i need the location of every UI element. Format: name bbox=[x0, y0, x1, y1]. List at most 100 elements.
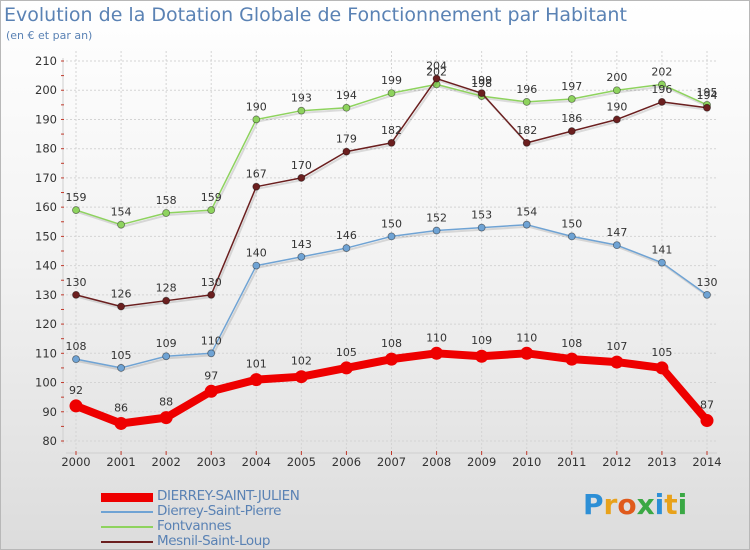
proxiti-logo: Proxiti bbox=[583, 488, 687, 521]
y-tick-label: 130 bbox=[35, 288, 57, 302]
data-label: 128 bbox=[156, 282, 177, 295]
data-point bbox=[658, 80, 666, 89]
data-point bbox=[522, 98, 531, 106]
data-label: 200 bbox=[606, 71, 627, 84]
data-point bbox=[117, 220, 125, 229]
data-label: 110 bbox=[426, 331, 447, 344]
data-label: 186 bbox=[561, 112, 582, 125]
data-label: 195 bbox=[697, 86, 718, 99]
data-point bbox=[567, 232, 576, 241]
data-point bbox=[522, 220, 531, 229]
data-point bbox=[387, 138, 396, 147]
chart-title: Evolution de la Dotation Globale de Fonc… bbox=[4, 4, 627, 26]
data-point bbox=[520, 346, 534, 360]
chart-subtitle: (en € et par an) bbox=[6, 29, 93, 42]
x-tick-label: 2008 bbox=[422, 455, 451, 469]
data-label: 154 bbox=[516, 206, 537, 219]
legend-label: DIERREY-SAINT-JULIEN bbox=[157, 488, 300, 504]
data-label: 143 bbox=[291, 238, 312, 251]
data-point bbox=[703, 103, 711, 112]
data-point bbox=[72, 206, 80, 214]
logo-letter: i bbox=[677, 488, 688, 521]
y-axis: 80 90 100 110 120 130 140 150 160 170 180 190 200 210 bbox=[35, 54, 64, 448]
data-label: 110 bbox=[201, 334, 222, 347]
data-point bbox=[252, 115, 261, 124]
data-label: 152 bbox=[426, 212, 447, 225]
legend-swatch bbox=[101, 493, 153, 502]
data-labels: 159 154 158 159 190 193 194 199 202 198 196 197 200 2… bbox=[66, 60, 718, 415]
data-label: 194 bbox=[697, 89, 718, 102]
y-tick-label: 120 bbox=[35, 317, 57, 331]
data-label: 190 bbox=[606, 100, 627, 113]
data-point bbox=[297, 106, 306, 115]
data-label: 182 bbox=[381, 124, 402, 137]
data-label: 92 bbox=[69, 384, 83, 397]
logo-letter: r bbox=[603, 488, 618, 521]
data-label: 141 bbox=[651, 244, 672, 257]
y-tick-label: 210 bbox=[35, 54, 57, 68]
data-point bbox=[610, 355, 624, 369]
data-point bbox=[117, 302, 125, 311]
data-label: 170 bbox=[291, 159, 312, 172]
x-tick-label: 2004 bbox=[242, 455, 271, 469]
data-label: 105 bbox=[111, 349, 132, 362]
logo-letter: i bbox=[654, 488, 665, 521]
x-tick-label: 2002 bbox=[152, 455, 181, 469]
data-point bbox=[655, 361, 669, 375]
x-tick-label: 2005 bbox=[287, 455, 316, 469]
data-label: 107 bbox=[606, 340, 627, 353]
data-label: 109 bbox=[156, 337, 177, 350]
logo-letter: x bbox=[636, 488, 655, 521]
data-label: 202 bbox=[651, 65, 672, 78]
data-label: 147 bbox=[606, 226, 627, 239]
data-label: 199 bbox=[381, 74, 402, 87]
data-point bbox=[207, 349, 216, 358]
x-tick-label: 2006 bbox=[332, 455, 361, 469]
data-label: 154 bbox=[111, 206, 132, 219]
data-point bbox=[522, 138, 531, 147]
data-point bbox=[567, 127, 576, 136]
legend-label: Mesnil-Saint-Loup bbox=[157, 533, 271, 549]
data-point bbox=[432, 226, 441, 235]
data-point bbox=[567, 95, 576, 103]
y-tick-label: 80 bbox=[42, 434, 57, 448]
data-point bbox=[72, 290, 80, 299]
y-tick-label: 180 bbox=[35, 142, 57, 156]
data-label: 102 bbox=[291, 355, 312, 368]
data-point bbox=[69, 399, 83, 413]
legend-swatch bbox=[101, 511, 153, 513]
data-point bbox=[385, 352, 398, 366]
data-label: 196 bbox=[651, 83, 672, 96]
x-tick-label: 2001 bbox=[106, 455, 135, 469]
data-label: 140 bbox=[246, 247, 267, 260]
data-point bbox=[703, 290, 711, 299]
data-label: 105 bbox=[651, 346, 672, 359]
data-point bbox=[700, 414, 714, 428]
data-label: 146 bbox=[336, 229, 357, 242]
data-point bbox=[387, 232, 396, 241]
data-point bbox=[204, 384, 218, 398]
data-label: 101 bbox=[246, 358, 267, 371]
data-point bbox=[117, 364, 125, 372]
data-label: 108 bbox=[66, 340, 87, 353]
data-point bbox=[475, 349, 489, 363]
data-label: 126 bbox=[111, 288, 132, 301]
data-label: 190 bbox=[246, 100, 267, 113]
data-label: 87 bbox=[700, 399, 714, 412]
data-point bbox=[565, 352, 579, 366]
legend-swatch bbox=[101, 541, 153, 543]
data-label: 194 bbox=[336, 89, 357, 102]
data-point bbox=[477, 89, 486, 98]
data-point bbox=[72, 355, 80, 364]
data-point bbox=[252, 182, 261, 191]
data-point bbox=[249, 373, 263, 387]
data-point bbox=[612, 86, 621, 95]
data-point bbox=[477, 223, 486, 232]
grid bbox=[66, 51, 717, 451]
data-point bbox=[342, 103, 351, 112]
data-point bbox=[658, 258, 666, 267]
x-tick-label: 2012 bbox=[602, 455, 631, 469]
data-point bbox=[297, 252, 306, 261]
